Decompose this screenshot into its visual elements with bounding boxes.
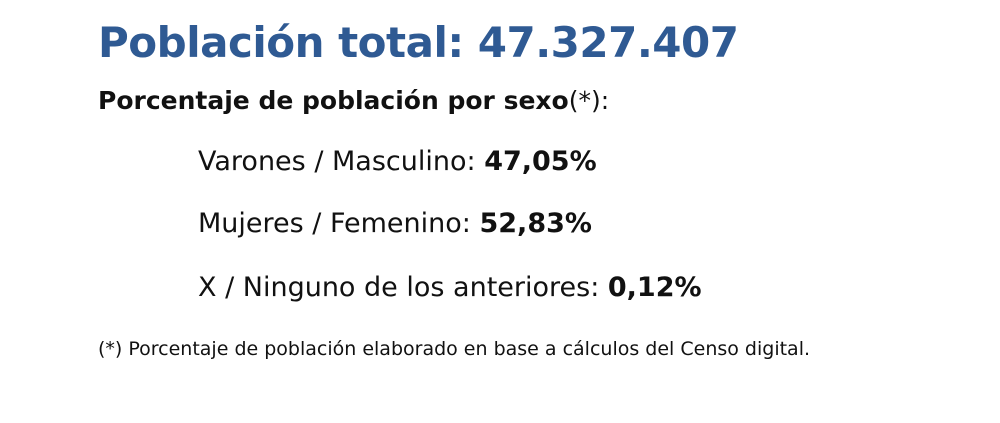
item: Mujeres / Femenino: 52,83% <box>198 208 592 239</box>
subtitle: Porcentaje de población por sexo(*): <box>98 86 609 115</box>
item: X / Ninguno de los anteriores: 0,12% <box>198 272 702 303</box>
item: Varones / Masculino: 47,05% <box>198 146 597 177</box>
item-value: 0,12% <box>607 272 702 303</box>
title: Población total: 47.327.407 <box>98 18 739 67</box>
item-label: Mujeres / Femenino: <box>198 208 471 239</box>
footnote: (*) Porcentaje de población elaborado en… <box>98 338 811 360</box>
subtitle-suffix: (*): <box>568 86 610 115</box>
item-value: 52,83% <box>479 208 592 239</box>
item-label: Varones / Masculino: <box>198 146 476 177</box>
item-label: X / Ninguno de los anteriores: <box>198 272 600 303</box>
subtitle-text: Porcentaje de población por sexo <box>98 86 569 115</box>
item-value: 47,05% <box>484 146 597 177</box>
